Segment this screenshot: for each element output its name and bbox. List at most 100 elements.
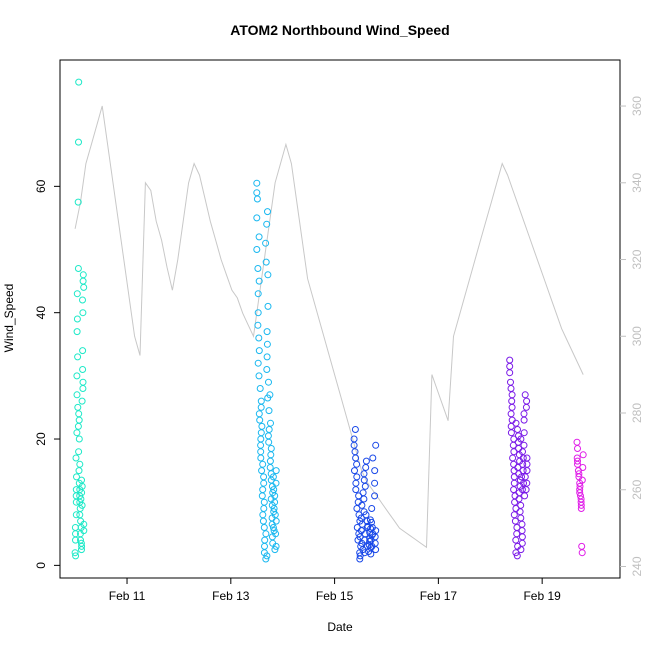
data-point bbox=[262, 555, 270, 563]
data-point bbox=[257, 448, 265, 456]
data-point bbox=[510, 448, 518, 456]
data-point bbox=[272, 542, 280, 550]
data-point bbox=[259, 486, 267, 494]
data-point bbox=[74, 403, 82, 411]
data-point bbox=[368, 505, 376, 512]
data-point bbox=[507, 429, 515, 437]
data-point bbox=[272, 467, 280, 475]
data-point bbox=[352, 486, 360, 494]
data-point bbox=[72, 552, 80, 560]
data-point bbox=[518, 539, 526, 547]
data-point bbox=[518, 527, 526, 535]
data-point bbox=[371, 492, 379, 500]
data-point bbox=[578, 476, 586, 484]
data-point bbox=[254, 321, 262, 329]
data-point bbox=[576, 489, 584, 497]
data-point bbox=[260, 473, 268, 481]
data-point bbox=[257, 429, 265, 437]
data-point bbox=[272, 530, 280, 538]
data-point bbox=[517, 435, 525, 443]
data-point bbox=[71, 524, 79, 531]
data-point bbox=[264, 432, 272, 440]
y-tick-label: 60 bbox=[34, 179, 48, 193]
data-point bbox=[523, 460, 531, 468]
data-point bbox=[254, 290, 262, 298]
data-point bbox=[72, 454, 80, 462]
data-point bbox=[271, 492, 279, 500]
data-point bbox=[521, 492, 529, 500]
data-point bbox=[254, 309, 262, 317]
data-point bbox=[522, 403, 530, 411]
data-point bbox=[253, 214, 261, 222]
data-point bbox=[358, 501, 366, 509]
data-point bbox=[79, 378, 87, 386]
data-point bbox=[578, 542, 586, 550]
data-point bbox=[264, 394, 272, 402]
data-point bbox=[575, 470, 583, 478]
data-point bbox=[253, 246, 261, 253]
data-point bbox=[260, 524, 268, 531]
data-point bbox=[78, 501, 86, 509]
data-point bbox=[352, 479, 360, 487]
data-point bbox=[510, 486, 518, 494]
data-point bbox=[577, 505, 585, 512]
data-point bbox=[506, 356, 514, 364]
data-point bbox=[523, 397, 531, 405]
data-point bbox=[255, 277, 263, 285]
y2-tick-label: 280 bbox=[630, 403, 644, 423]
data-point bbox=[266, 457, 274, 465]
data-point bbox=[507, 410, 515, 418]
data-point bbox=[263, 340, 271, 348]
data-point bbox=[510, 479, 518, 487]
plot-frame bbox=[59, 59, 621, 579]
chart-title: ATOM2 Northbound Wind_Speed bbox=[230, 22, 449, 38]
data-point bbox=[357, 514, 365, 522]
data-point bbox=[520, 441, 528, 449]
data-point bbox=[257, 454, 265, 462]
data-point bbox=[264, 271, 272, 279]
data-point bbox=[255, 372, 263, 380]
data-point bbox=[353, 460, 361, 468]
data-point bbox=[260, 505, 268, 512]
data-point bbox=[577, 501, 585, 509]
data-point bbox=[79, 277, 87, 285]
data-point bbox=[266, 464, 274, 471]
data-point bbox=[351, 467, 358, 475]
data-point bbox=[369, 454, 377, 462]
data-point bbox=[506, 369, 514, 377]
data-point bbox=[75, 416, 83, 424]
data-point bbox=[362, 511, 370, 519]
data-point bbox=[520, 479, 527, 487]
data-point bbox=[267, 451, 275, 459]
y2-tick-label: 320 bbox=[630, 249, 644, 269]
data-point bbox=[514, 426, 521, 433]
data-point bbox=[511, 492, 519, 500]
data-point bbox=[574, 445, 581, 452]
data-point bbox=[523, 467, 531, 475]
data-point bbox=[75, 448, 83, 456]
data-point bbox=[509, 454, 517, 462]
data-point bbox=[253, 195, 261, 203]
y2-tick-label: 300 bbox=[630, 326, 644, 346]
data-point bbox=[573, 438, 581, 446]
data-point bbox=[518, 533, 526, 541]
data-point bbox=[356, 533, 364, 541]
data-point bbox=[508, 397, 516, 405]
data-point bbox=[512, 536, 520, 544]
y-tick-label: 20 bbox=[34, 432, 48, 446]
data-point bbox=[256, 385, 264, 392]
data-point bbox=[507, 385, 515, 392]
y2-tick-label: 360 bbox=[630, 96, 644, 116]
data-point bbox=[517, 514, 525, 522]
data-point bbox=[253, 179, 261, 187]
data-point bbox=[267, 419, 274, 427]
data-point bbox=[78, 542, 86, 550]
data-point bbox=[258, 422, 266, 430]
data-point bbox=[265, 407, 273, 415]
data-point bbox=[523, 454, 531, 462]
x-tick-label: Feb 11 bbox=[109, 589, 146, 603]
data-point bbox=[510, 511, 518, 519]
data-point bbox=[262, 239, 270, 247]
data-point bbox=[353, 473, 361, 481]
